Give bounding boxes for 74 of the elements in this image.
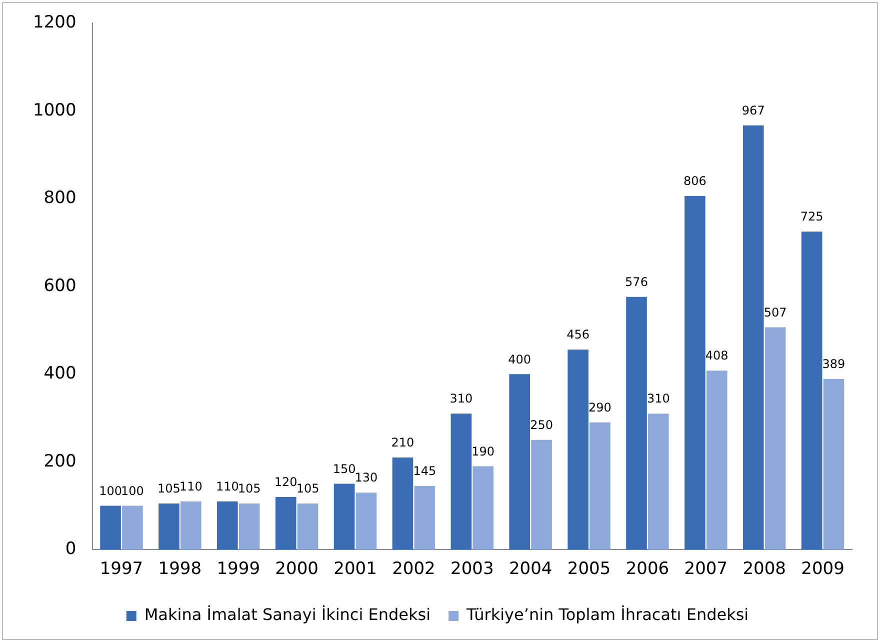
x-tick-label: 2009 — [801, 559, 844, 580]
legend-label: Makina İmalat Sanayi İkinci Endeksi — [144, 605, 431, 624]
x-tick-label: 2006 — [626, 559, 670, 580]
data-label: 310 — [450, 392, 473, 406]
data-label: 456 — [566, 328, 590, 342]
bar — [450, 414, 472, 550]
y-tick-label: 1200 — [33, 12, 76, 33]
bar — [122, 506, 143, 550]
data-label: 576 — [625, 275, 648, 290]
bar — [100, 506, 121, 550]
data-label: 806 — [683, 174, 706, 188]
x-tick-label: 2004 — [508, 559, 552, 580]
bar — [334, 484, 355, 550]
data-label: 725 — [800, 210, 824, 224]
x-tick-label: 2000 — [275, 559, 318, 580]
bar — [590, 422, 610, 550]
x-tick-label: 1999 — [216, 559, 260, 580]
bar — [472, 466, 494, 550]
data-label: 130 — [354, 470, 378, 485]
data-label: 150 — [332, 462, 356, 476]
data-label: 100 — [120, 484, 144, 498]
bar — [706, 370, 728, 550]
data-label: 145 — [413, 464, 436, 478]
legend-label: Türkiye’nin Toplam İhracatı Endeksi — [466, 605, 749, 624]
bar — [217, 501, 238, 550]
data-label: 400 — [508, 352, 532, 366]
bar — [275, 496, 296, 550]
data-label: 100 — [99, 484, 122, 498]
bar — [414, 486, 436, 550]
x-tick-label: 2003 — [450, 559, 494, 580]
x-tick-label: 2008 — [742, 559, 786, 580]
bar — [823, 378, 844, 550]
data-label: 110 — [216, 479, 239, 494]
x-tick-label: 2001 — [334, 559, 377, 580]
y-tick-label: 1000 — [33, 100, 76, 120]
y-tick-label: 800 — [44, 188, 76, 208]
data-label: 210 — [391, 436, 414, 450]
data-label: 190 — [472, 444, 495, 458]
bar — [648, 414, 669, 550]
data-label: 110 — [179, 479, 202, 494]
bar — [356, 492, 377, 550]
bar — [801, 232, 822, 550]
bar — [742, 125, 764, 550]
bar — [158, 504, 180, 550]
x-tick-label: 2007 — [684, 559, 728, 580]
bar — [531, 440, 552, 550]
data-label: 408 — [705, 348, 728, 363]
data-label: 290 — [588, 400, 612, 415]
x-tick-label: 1998 — [158, 559, 202, 580]
data-label: 105 — [296, 482, 320, 496]
bar — [568, 350, 588, 550]
data-label: 389 — [822, 357, 846, 372]
x-tick-label: 2005 — [567, 559, 611, 580]
y-tick-label: 400 — [44, 364, 76, 384]
bar — [509, 374, 530, 550]
bar — [764, 327, 786, 550]
data-label: 120 — [274, 475, 298, 490]
x-tick-label: 2002 — [392, 559, 436, 580]
bar — [180, 501, 202, 550]
data-label: 507 — [764, 305, 787, 320]
bar — [684, 196, 706, 550]
data-label: 967 — [742, 104, 765, 118]
y-tick-label: 600 — [44, 276, 76, 296]
data-label: 105 — [158, 482, 180, 496]
bar — [297, 504, 318, 550]
y-tick-label: 0 — [65, 539, 76, 560]
y-tick-label: 200 — [44, 451, 76, 472]
x-tick-label: 1997 — [100, 559, 144, 580]
bar — [238, 504, 260, 550]
data-label: 310 — [646, 392, 670, 406]
bar — [392, 457, 414, 550]
data-label: 105 — [238, 482, 261, 496]
data-label: 250 — [530, 418, 553, 432]
bar — [626, 296, 647, 550]
